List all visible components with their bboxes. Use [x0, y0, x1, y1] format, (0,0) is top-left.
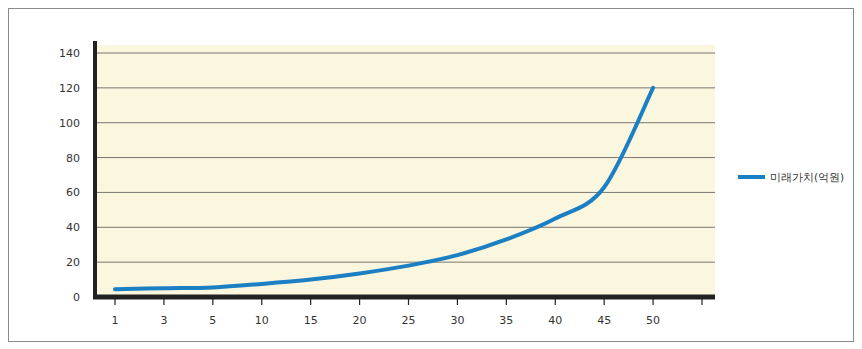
- x-axis: [93, 295, 715, 300]
- x-tick: [408, 297, 409, 305]
- y-axis: [93, 41, 97, 299]
- x-tick-label: 35: [499, 314, 513, 327]
- legend-swatch: [738, 175, 765, 179]
- x-tick-label: 15: [304, 314, 318, 327]
- x-tick-label: 50: [646, 314, 660, 327]
- x-tick-label: 3: [160, 314, 167, 327]
- grid-line: [95, 262, 715, 263]
- x-tick: [701, 297, 702, 305]
- x-tick: [457, 297, 458, 305]
- x-tick-label: 1: [112, 314, 119, 327]
- y-tick-label: 80: [66, 152, 80, 165]
- y-tick-label: 120: [59, 82, 80, 95]
- grid-line: [95, 227, 715, 228]
- x-tick: [310, 297, 311, 305]
- x-tick-label: 40: [548, 314, 562, 327]
- x-tick: [212, 297, 213, 305]
- x-tick: [114, 297, 115, 305]
- y-tick-label: 140: [59, 47, 80, 60]
- y-tick-label: 100: [59, 117, 80, 130]
- x-tick: [359, 297, 360, 305]
- grid-line: [95, 192, 715, 193]
- x-tick-label: 10: [255, 314, 269, 327]
- plot-background: [95, 45, 715, 297]
- y-tick-label: 40: [66, 221, 80, 234]
- x-tick-label: 25: [402, 314, 416, 327]
- frame: [9, 9, 854, 342]
- grid-line: [95, 53, 715, 54]
- grid-line: [95, 87, 715, 88]
- x-tick: [261, 297, 262, 305]
- x-tick: [163, 297, 164, 305]
- x-tick: [506, 297, 507, 305]
- legend-label: 미래가치(억원): [770, 171, 844, 183]
- x-tick: [604, 297, 605, 305]
- series-group: [115, 88, 653, 289]
- y-tick-label: 60: [66, 186, 80, 199]
- x-tick-label: 45: [597, 314, 611, 327]
- x-tick-label: 5: [209, 314, 216, 327]
- x-tick: [652, 297, 653, 305]
- chart: 020406080100120140135101520253035404550미…: [0, 0, 862, 349]
- x-tick-label: 30: [450, 314, 464, 327]
- x-tick: [555, 297, 556, 305]
- x-tick-label: 20: [353, 314, 367, 327]
- y-tick-label: 0: [73, 291, 80, 304]
- grid-line: [95, 122, 715, 123]
- series-line: [115, 88, 653, 289]
- y-tick-label: 20: [66, 256, 80, 269]
